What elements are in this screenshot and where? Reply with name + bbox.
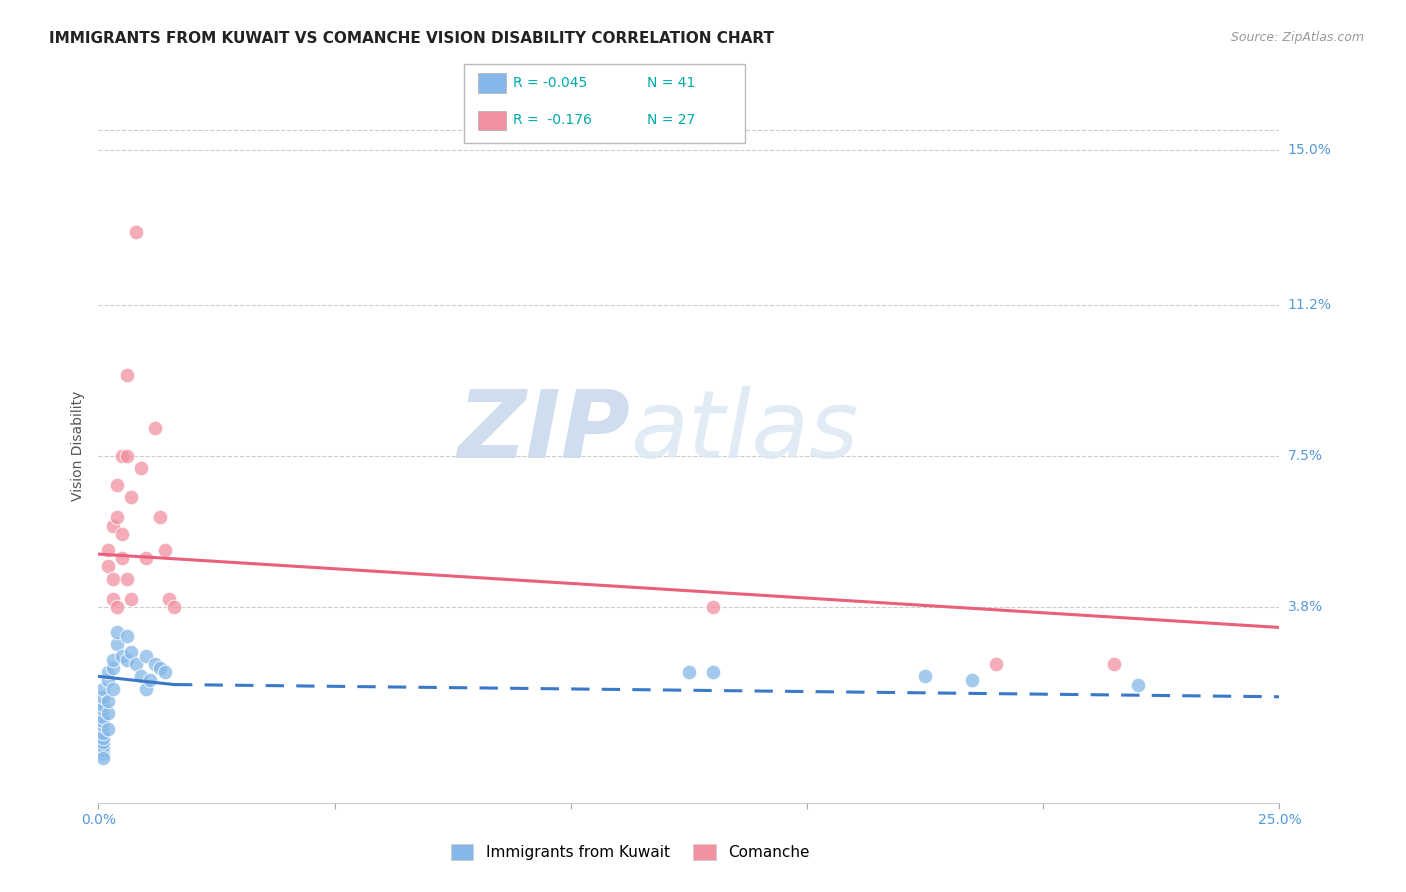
Point (91, 743, 114, 757)
Point (135, 551, 157, 566)
Point (702, 600, 724, 615)
Text: 7.5%: 7.5% (1288, 450, 1323, 463)
Point (91, 681, 114, 696)
Text: 11.2%: 11.2% (1288, 298, 1331, 312)
Point (91, 702, 114, 716)
Point (91, 714, 114, 729)
Point (157, 591, 180, 606)
Point (129, 669, 152, 683)
Point (91, 690, 114, 704)
Point (129, 461, 152, 475)
Point (105, 637, 128, 651)
Point (97, 723, 120, 737)
Point (984, 657, 1007, 672)
Point (115, 653, 138, 667)
Text: 15.0%: 15.0% (1288, 144, 1331, 157)
Point (139, 673, 162, 688)
Point (115, 449, 138, 463)
Text: R =  -0.176: R = -0.176 (513, 113, 592, 128)
Text: N = 27: N = 27 (647, 113, 695, 128)
Point (101, 653, 124, 667)
Point (91, 747, 114, 761)
Point (962, 673, 984, 688)
Point (121, 645, 143, 659)
Point (91, 751, 114, 765)
Point (111, 526, 134, 541)
Text: N = 41: N = 41 (647, 76, 695, 90)
Point (115, 368, 138, 382)
Text: Source: ZipAtlas.com: Source: ZipAtlas.com (1230, 31, 1364, 45)
Point (135, 648, 157, 663)
Legend: Immigrants from Kuwait, Comanche: Immigrants from Kuwait, Comanche (444, 838, 815, 866)
Y-axis label: Vision Disability: Vision Disability (70, 391, 84, 501)
Point (111, 551, 134, 566)
Text: 3.8%: 3.8% (1288, 600, 1323, 614)
Point (143, 657, 166, 672)
Point (101, 572, 124, 586)
Point (678, 665, 700, 680)
Point (163, 600, 186, 615)
Point (105, 477, 128, 491)
Point (1126, 677, 1149, 691)
Point (91, 734, 114, 748)
Point (121, 490, 143, 504)
Point (111, 449, 134, 463)
Point (101, 591, 124, 606)
Point (125, 657, 148, 672)
Point (153, 543, 176, 558)
Point (121, 591, 143, 606)
Point (143, 420, 166, 434)
Point (115, 572, 138, 586)
Point (91, 718, 114, 732)
Point (149, 510, 172, 524)
Point (97, 559, 120, 574)
Point (153, 665, 176, 680)
Point (97, 543, 120, 558)
Point (97, 673, 120, 688)
Point (97, 665, 120, 680)
Point (125, 225, 148, 239)
Point (111, 648, 134, 663)
Text: ZIP: ZIP (457, 385, 630, 478)
Point (101, 518, 124, 533)
Point (105, 510, 128, 524)
Text: atlas: atlas (630, 386, 858, 477)
Point (105, 600, 128, 615)
Point (149, 661, 172, 675)
Point (105, 624, 128, 639)
Point (702, 665, 724, 680)
Point (101, 661, 124, 675)
Point (91, 698, 114, 712)
Point (115, 629, 138, 643)
Point (91, 739, 114, 753)
Point (1102, 657, 1125, 672)
Text: IMMIGRANTS FROM KUWAIT VS COMANCHE VISION DISABILITY CORRELATION CHART: IMMIGRANTS FROM KUWAIT VS COMANCHE VISIO… (49, 31, 775, 46)
Text: R = -0.045: R = -0.045 (513, 76, 588, 90)
Point (914, 669, 936, 683)
Point (91, 710, 114, 724)
Point (97, 706, 120, 720)
Point (97, 694, 120, 708)
Point (91, 731, 114, 745)
Point (101, 681, 124, 696)
Point (91, 726, 114, 740)
Point (135, 681, 157, 696)
